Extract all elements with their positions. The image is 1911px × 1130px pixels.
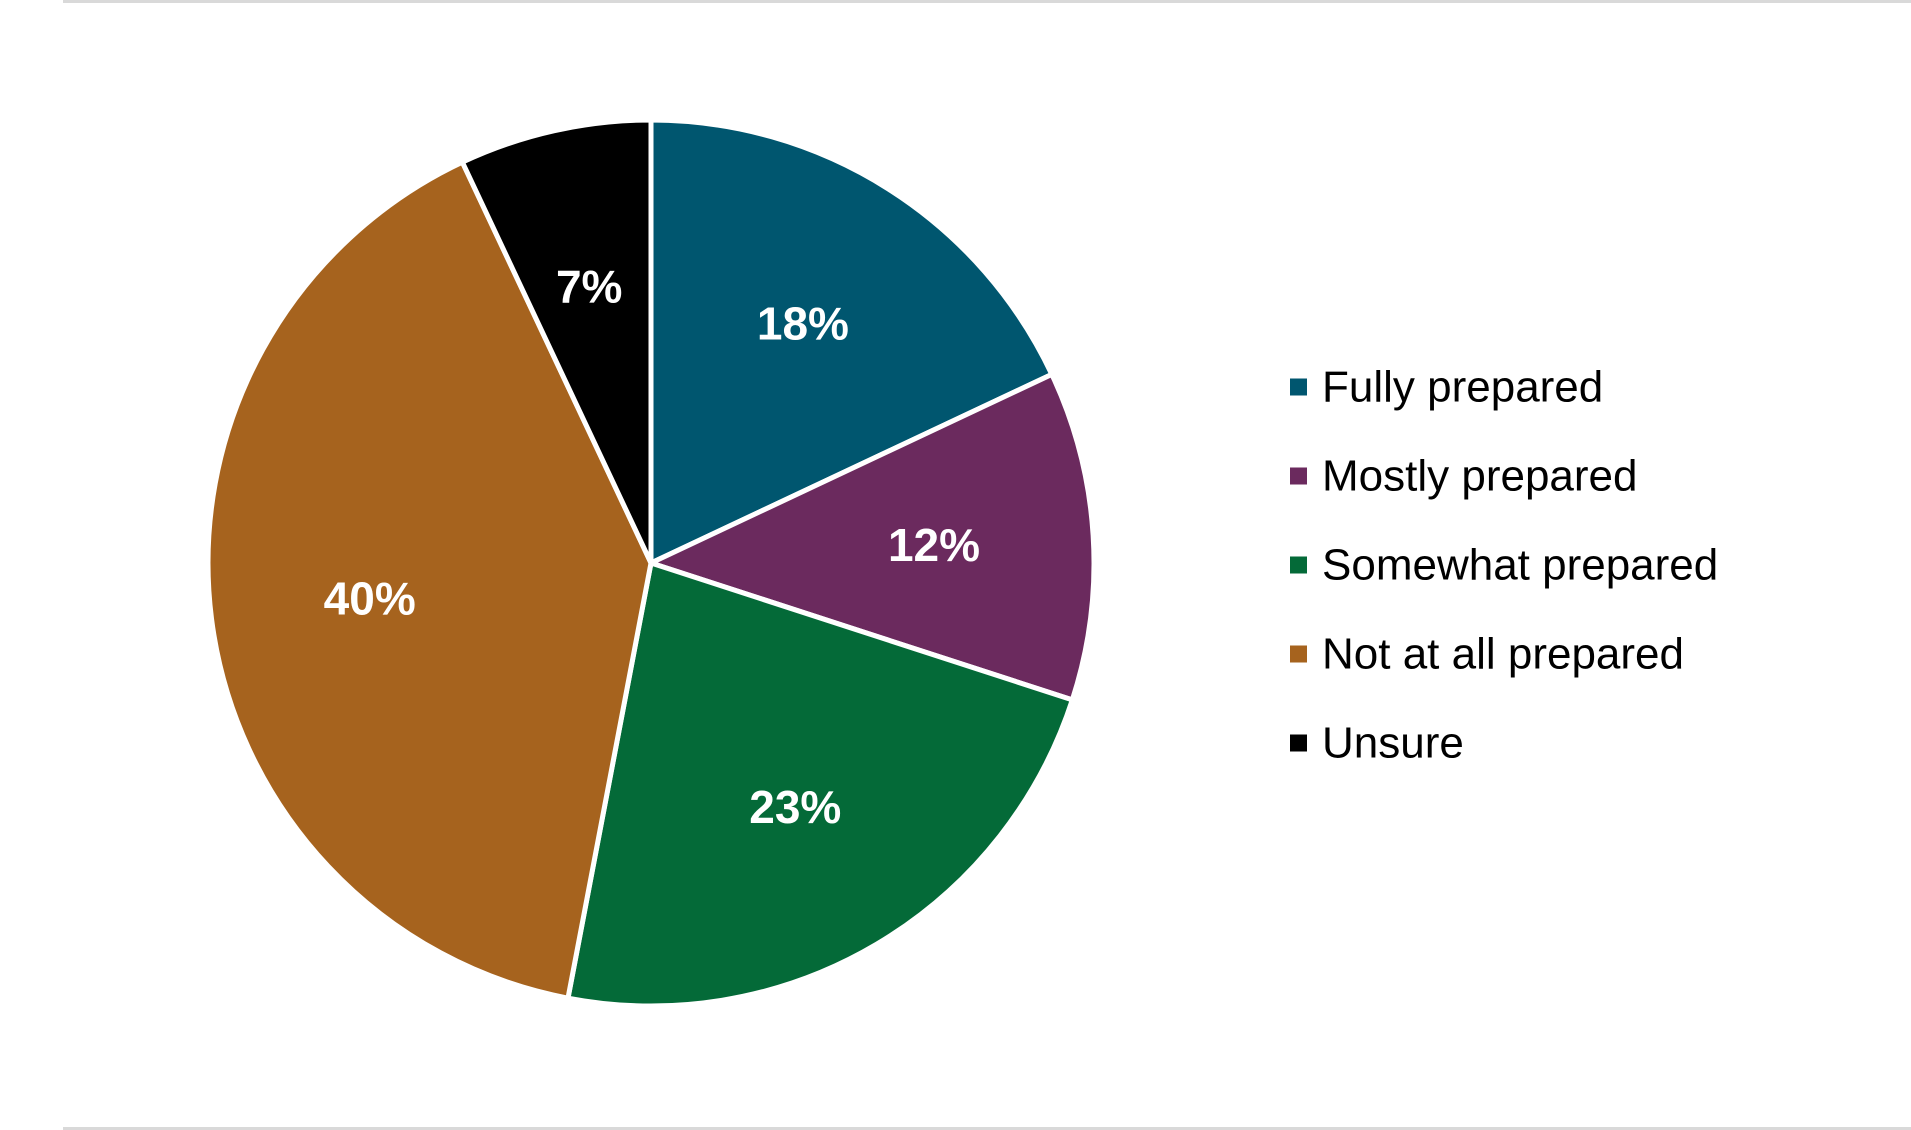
legend-label-somewhat-prepared: Somewhat prepared (1322, 541, 1718, 590)
pie-data-labels: 18% 12% 23% 40% 7% (324, 260, 980, 833)
data-label-fully-prepared: 18% (757, 298, 849, 350)
pie-slice-not-at-all-prepared (205, 159, 654, 1001)
pie-slice-somewhat-prepared (565, 560, 1075, 1009)
pie-slice-unsure (459, 117, 654, 566)
data-label-somewhat-prepared: 23% (749, 781, 841, 833)
legend-label-not-at-all-prepared: Not at all prepared (1322, 630, 1684, 679)
data-label-unsure: 7% (556, 260, 622, 312)
legend-label-fully-prepared: Fully prepared (1322, 363, 1603, 412)
data-label-not-at-all-prepared: 40% (324, 573, 416, 625)
legend: Fully prepared Mostly prepared Somewhat pr… (1290, 363, 1718, 768)
legend-swatch-unsure (1290, 734, 1307, 752)
chart-frame (63, 0, 1911, 1130)
legend-label-unsure: Unsure (1322, 719, 1464, 768)
pie-slice-mostly-prepared (648, 371, 1097, 703)
pie-slice-fully-prepared (648, 117, 1055, 566)
legend-swatch-somewhat-prepared (1290, 556, 1307, 574)
pie-slices (205, 117, 1097, 1009)
legend-swatch-not-at-all-prepared (1290, 645, 1307, 663)
data-label-mostly-prepared: 12% (888, 519, 980, 571)
legend-label-mostly-prepared: Mostly prepared (1322, 452, 1637, 501)
legend-swatch-fully-prepared (1290, 378, 1307, 396)
legend-swatch-mostly-prepared (1290, 467, 1307, 485)
